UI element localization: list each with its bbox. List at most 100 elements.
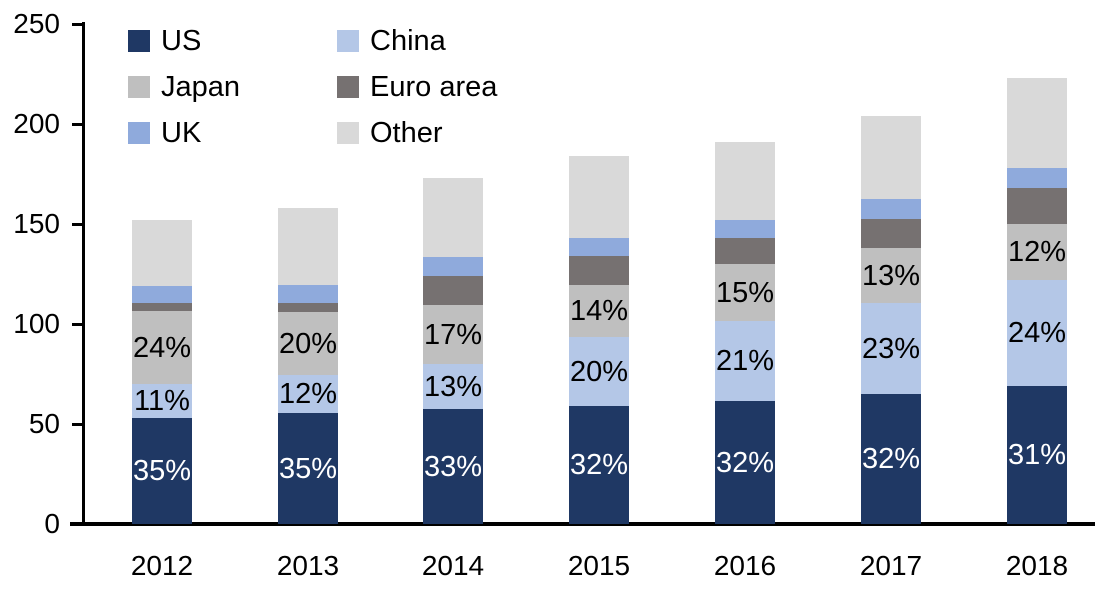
- legend-swatch-icon-china: [337, 30, 359, 52]
- data-label-japan-2018: 12%: [1007, 236, 1067, 268]
- bar-segment-other-2017: [861, 116, 921, 199]
- x-axis-label-2013: 2013: [276, 550, 340, 581]
- bar-segment-euro-area-2017: [861, 219, 921, 248]
- legend-label-china: China: [370, 25, 446, 57]
- x-axis-label-2016: 2016: [713, 550, 777, 581]
- legend-item-uk: UK: [128, 118, 337, 148]
- x-axis-label-2014: 2014: [421, 550, 485, 581]
- bar-segment-uk-2018: [1007, 168, 1067, 188]
- legend: US China Japan Euro area UK Other: [128, 26, 497, 148]
- y-axis-label: 200: [13, 108, 60, 139]
- legend-swatch-icon-other: [337, 122, 359, 144]
- bar-segment-us-2015: [569, 406, 629, 524]
- y-axis-label: 100: [13, 308, 60, 339]
- legend-label-other: Other: [370, 117, 443, 149]
- legend-swatch-icon-japan: [128, 76, 150, 98]
- bar-segment-uk-2016: [715, 220, 775, 238]
- bar-segment-china-2014: [423, 364, 483, 409]
- bar-segment-china-2018: [1007, 280, 1067, 386]
- data-label-china-2017: 23%: [861, 333, 921, 365]
- legend-label-japan: Japan: [161, 71, 241, 103]
- bar-segment-other-2013: [278, 208, 338, 285]
- bar-segment-china-2017: [861, 303, 921, 394]
- bar-segment-us-2013: [278, 413, 338, 524]
- y-axis-tick: [72, 522, 83, 526]
- legend-label-uk: UK: [161, 117, 202, 149]
- data-label-us-2012: 35%: [132, 455, 192, 487]
- bar-segment-japan-2014: [423, 305, 483, 364]
- data-label-japan-2012: 24%: [132, 332, 192, 364]
- legend-label-us: US: [161, 25, 202, 57]
- bar-segment-uk-2017: [861, 199, 921, 219]
- bar-segment-china-2013: [278, 375, 338, 413]
- data-label-china-2016: 21%: [715, 345, 775, 377]
- data-label-china-2015: 20%: [569, 356, 629, 388]
- legend-item-euro-area: Euro area: [337, 72, 497, 102]
- bar-segment-us-2016: [715, 401, 775, 524]
- bar-segment-japan-2018: [1007, 224, 1067, 280]
- bar-segment-japan-2013: [278, 312, 338, 375]
- data-label-china-2012: 11%: [134, 385, 190, 417]
- bar-segment-other-2014: [423, 178, 483, 257]
- bar-segment-japan-2016: [715, 264, 775, 321]
- y-axis-tick: [72, 422, 83, 426]
- x-axis-label-2018: 2018: [1005, 550, 1069, 581]
- legend-item-china: China: [337, 26, 497, 56]
- y-axis-tick: [72, 122, 83, 126]
- bar-segment-japan-2015: [569, 285, 629, 337]
- bar-segment-other-2018: [1007, 78, 1067, 168]
- legend-swatch-icon-uk: [128, 122, 150, 144]
- bar-segment-us-2014: [423, 409, 483, 524]
- bar-segment-china-2012: [132, 384, 192, 418]
- bar-segment-other-2015: [569, 156, 629, 238]
- legend-swatch-icon-us: [128, 30, 150, 52]
- bar-segment-euro-area-2015: [569, 256, 629, 285]
- data-label-japan-2015: 14%: [569, 295, 629, 327]
- y-axis-line: [82, 22, 85, 526]
- x-axis-label-2012: 2012: [130, 550, 194, 581]
- bar-segment-china-2015: [569, 337, 629, 406]
- x-axis-label-2017: 2017: [859, 550, 923, 581]
- data-label-japan-2014: 17%: [423, 319, 483, 351]
- bar-segment-other-2012: [132, 220, 192, 286]
- bar-segment-us-2017: [861, 394, 921, 524]
- bar-segment-other-2016: [715, 142, 775, 220]
- legend-swatch-icon-euro-area: [337, 76, 359, 98]
- legend-item-japan: Japan: [128, 72, 337, 102]
- bar-segment-japan-2012: [132, 311, 192, 384]
- legend-item-us: US: [128, 26, 337, 56]
- y-axis-label: 0: [44, 508, 60, 539]
- bar-segment-uk-2012: [132, 286, 192, 303]
- bar-segment-euro-area-2013: [278, 303, 338, 312]
- bar-segment-euro-area-2014: [423, 276, 483, 305]
- data-label-china-2014: 13%: [423, 371, 483, 403]
- bar-segment-uk-2014: [423, 257, 483, 276]
- bar-segment-us-2012: [132, 418, 192, 524]
- y-axis-tick: [72, 222, 83, 226]
- bar-segment-china-2016: [715, 321, 775, 401]
- data-label-us-2015: 32%: [569, 449, 629, 481]
- data-label-us-2016: 32%: [715, 447, 775, 479]
- data-label-china-2018: 24%: [1007, 317, 1067, 349]
- data-label-china-2013: 12%: [278, 378, 338, 410]
- bar-segment-uk-2015: [569, 238, 629, 256]
- bar-segment-uk-2013: [278, 285, 338, 303]
- y-axis-tick: [72, 22, 83, 26]
- x-axis-line: [70, 522, 1095, 526]
- data-label-us-2017: 32%: [861, 443, 921, 475]
- bar-segment-us-2018: [1007, 386, 1067, 524]
- y-axis-label: 50: [28, 408, 60, 439]
- y-axis-label: 250: [13, 8, 60, 39]
- bar-segment-euro-area-2012: [132, 303, 192, 311]
- y-axis-label: 150: [13, 208, 60, 239]
- data-label-japan-2013: 20%: [278, 328, 338, 360]
- data-label-japan-2017: 13%: [861, 260, 921, 292]
- data-label-us-2013: 35%: [278, 453, 338, 485]
- bar-segment-japan-2017: [861, 248, 921, 303]
- data-label-japan-2016: 15%: [715, 277, 775, 309]
- legend-label-euro-area: Euro area: [370, 71, 498, 103]
- data-label-us-2018: 31%: [1007, 439, 1067, 471]
- bar-segment-euro-area-2018: [1007, 188, 1067, 224]
- legend-item-other: Other: [337, 118, 497, 148]
